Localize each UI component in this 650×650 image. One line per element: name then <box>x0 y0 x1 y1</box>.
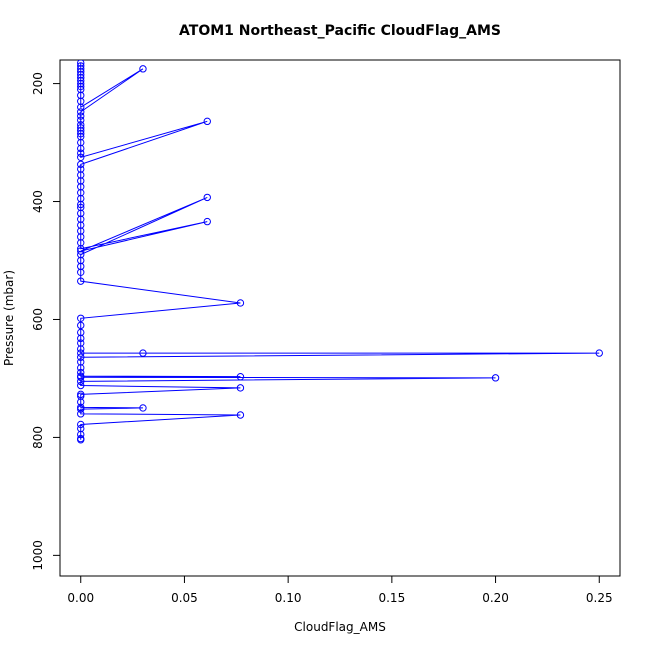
data-point <box>77 403 85 412</box>
y-axis-label: Pressure (mbar) <box>2 270 16 366</box>
data-point <box>139 349 147 357</box>
data-point <box>77 256 85 265</box>
data-point <box>77 353 85 361</box>
data-point <box>77 233 85 241</box>
data-point <box>77 116 85 124</box>
data-point <box>77 91 85 100</box>
y-tick-label: 1000 <box>31 540 45 571</box>
data-point <box>236 384 245 392</box>
data-point <box>77 138 85 147</box>
x-tick-label: 0.20 <box>482 591 509 605</box>
data-point <box>77 194 85 203</box>
data-point <box>236 411 245 419</box>
data-point <box>77 200 85 209</box>
data-point <box>139 404 147 412</box>
data-point <box>77 349 85 357</box>
data-point <box>77 368 85 377</box>
data-point <box>77 390 85 399</box>
series-layer <box>77 60 603 444</box>
data-point <box>77 121 85 129</box>
x-axis: 0.00 0.05 0.10 0.15 0.20 0.25 <box>67 576 613 605</box>
data-point <box>77 339 85 347</box>
data-point <box>77 171 85 179</box>
data-point <box>203 217 211 226</box>
data-point <box>77 132 85 141</box>
data-point <box>77 203 85 212</box>
data-point <box>77 71 85 79</box>
data-point <box>77 108 85 116</box>
y-tick-label: 800 <box>31 426 45 449</box>
data-point <box>77 250 85 259</box>
data-point <box>203 193 211 202</box>
data-point <box>77 314 85 322</box>
x-tick-label: 0.00 <box>67 591 94 605</box>
data-point <box>77 321 85 330</box>
data-point <box>77 79 85 88</box>
data-point <box>77 221 85 229</box>
y-axis: 200 400 600 800 1000 <box>31 72 60 571</box>
data-point <box>236 299 245 307</box>
y-tick-label: 400 <box>31 190 45 213</box>
data-point <box>203 117 211 126</box>
data-point <box>77 130 85 138</box>
data-point <box>77 262 85 271</box>
data-point <box>77 247 85 255</box>
x-tick-label: 0.10 <box>275 591 302 605</box>
plot-frame <box>59 59 621 577</box>
data-point <box>77 215 85 223</box>
x-tick-label: 0.15 <box>378 591 405 605</box>
data-point <box>77 377 85 386</box>
data-point <box>77 165 85 173</box>
data-point <box>77 268 85 276</box>
data-point <box>77 149 85 157</box>
data-point <box>77 124 85 132</box>
data-point <box>236 372 245 381</box>
data-point <box>77 68 85 76</box>
data-point <box>77 62 85 70</box>
data-point <box>77 430 85 439</box>
data-point <box>77 372 85 380</box>
data-point <box>77 239 85 247</box>
data-point <box>77 381 85 390</box>
chart-title: ATOM1 Northeast_Pacific CloudFlag_AMS <box>179 23 501 39</box>
data-point <box>77 434 85 443</box>
data-point <box>77 328 85 337</box>
data-point <box>77 358 85 366</box>
data-point <box>77 345 85 353</box>
data-point <box>77 153 85 162</box>
data-point <box>77 60 85 67</box>
data-point <box>595 349 603 357</box>
y-tick-label: 600 <box>31 308 45 331</box>
data-point <box>77 112 85 120</box>
y-tick-label: 200 <box>31 72 45 95</box>
data-point <box>77 398 85 406</box>
data-point <box>77 420 85 429</box>
data-point <box>77 277 85 285</box>
data-point <box>139 65 147 73</box>
data-point <box>77 424 85 433</box>
x-tick-label: 0.25 <box>586 591 613 605</box>
x-axis-label: CloudFlag_AMS <box>294 620 386 634</box>
data-point <box>77 160 85 169</box>
data-point <box>491 374 500 382</box>
series-line <box>80 62 600 440</box>
data-point <box>77 334 85 343</box>
data-point <box>77 183 85 191</box>
x-tick-label: 0.05 <box>171 591 198 605</box>
data-point <box>77 177 85 185</box>
data-point <box>77 364 85 372</box>
